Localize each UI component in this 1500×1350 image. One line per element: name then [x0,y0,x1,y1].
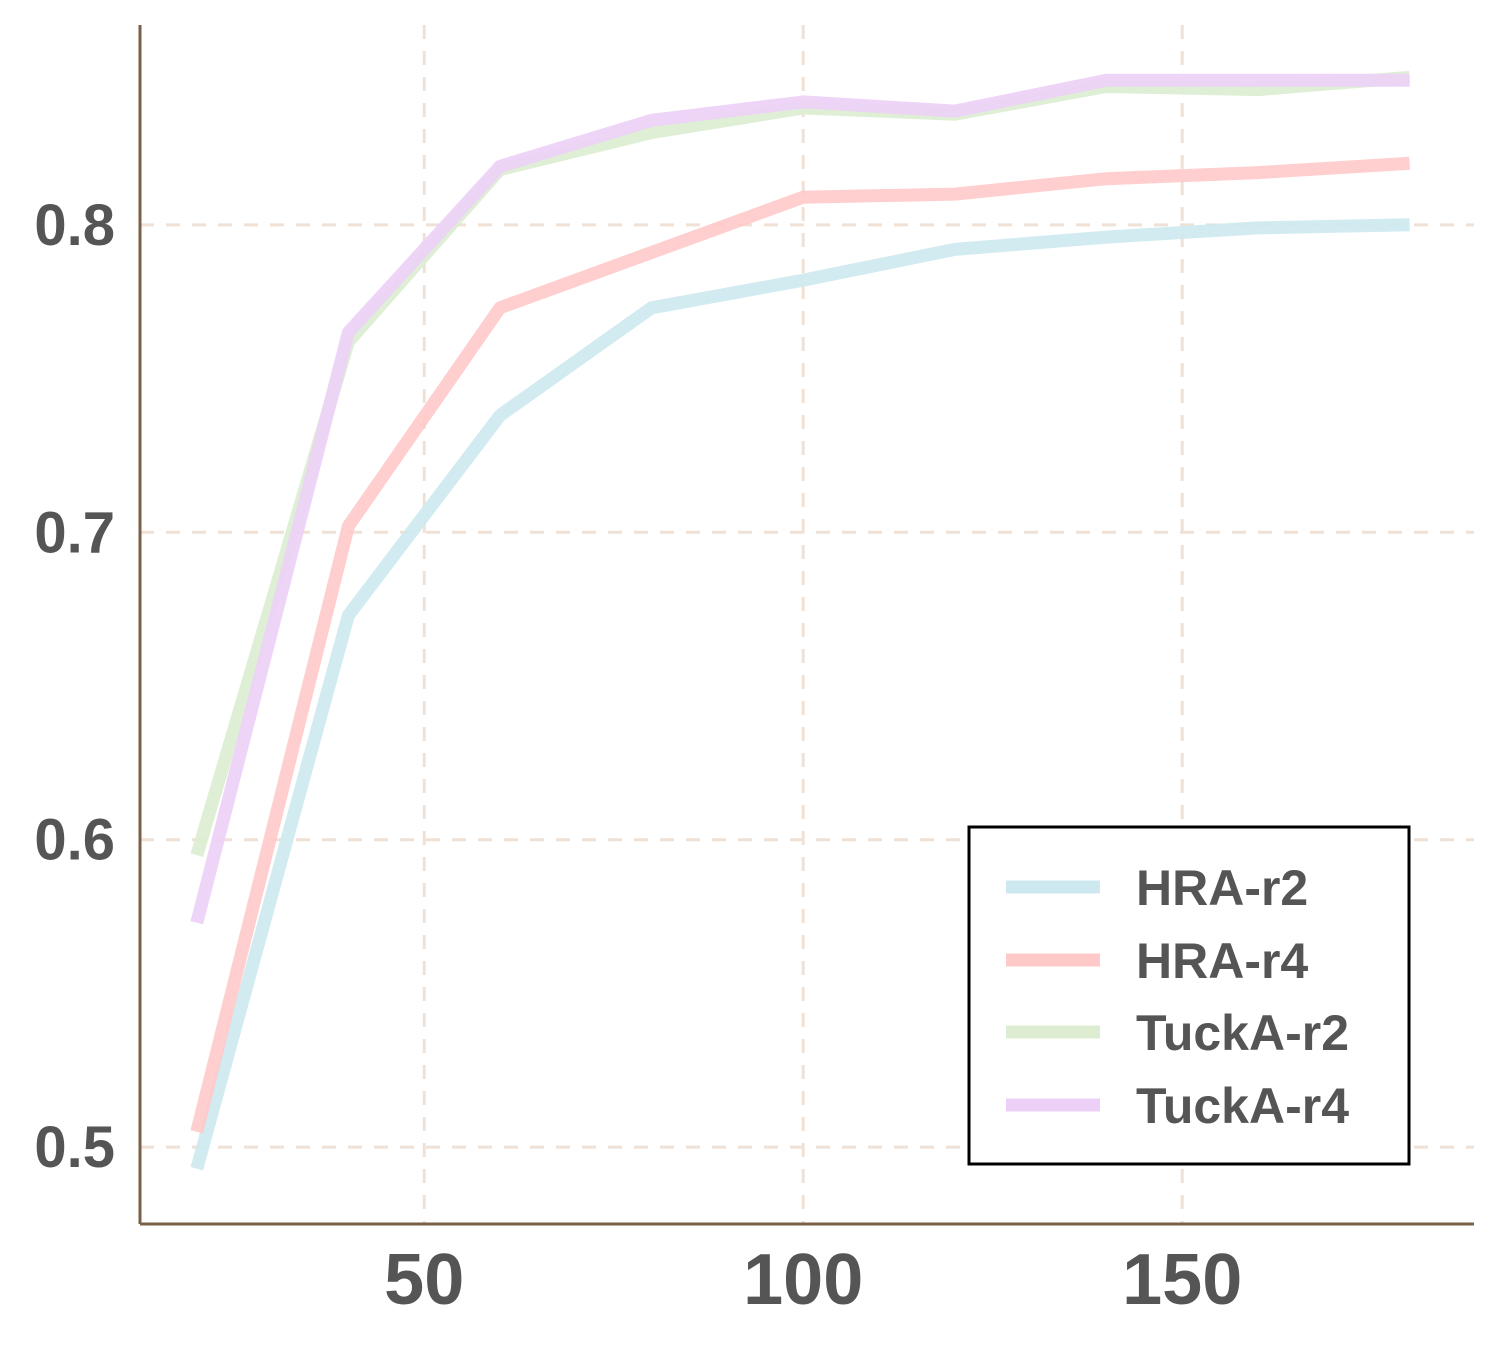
legend: HRA-r2 HRA-r4 TuckA-r2 TuckA-r4 [967,825,1411,1166]
series-line [190,156,1410,1134]
legend-label: TuckA-r2 [1136,1005,1349,1061]
series-lines [190,70,1411,1171]
axes [138,25,1474,1226]
legend-item-HRA-r4: HRA-r4 [1006,933,1308,989]
series-HRA-r4 [190,156,1410,1134]
x-tick-label: 150 [1122,1240,1242,1320]
y-tick-label: 0.5 [34,1115,115,1180]
legend-item-TuckA-r2: TuckA-r2 [1006,1005,1349,1061]
legend-label: TuckA-r4 [1136,1078,1349,1134]
legend-item-HRA-r2: HRA-r2 [1006,860,1308,916]
legend-label: HRA-r4 [1136,933,1308,989]
tick-labels: 50 100 150 0.5 0.6 0.7 0.8 [34,193,1242,1320]
series-line [190,218,1410,1171]
series-line [190,73,1410,925]
y-tick-label: 0.6 [34,808,115,873]
x-tick-label: 50 [384,1240,464,1320]
series-TuckA-r4 [190,73,1410,925]
legend-label: HRA-r2 [1136,860,1308,916]
y-tick-label: 0.8 [34,193,115,258]
series-HRA-r2 [190,218,1410,1171]
x-tick-label: 100 [743,1240,863,1320]
y-tick-label: 0.7 [34,500,115,565]
legend-item-TuckA-r4: TuckA-r4 [1006,1078,1349,1134]
